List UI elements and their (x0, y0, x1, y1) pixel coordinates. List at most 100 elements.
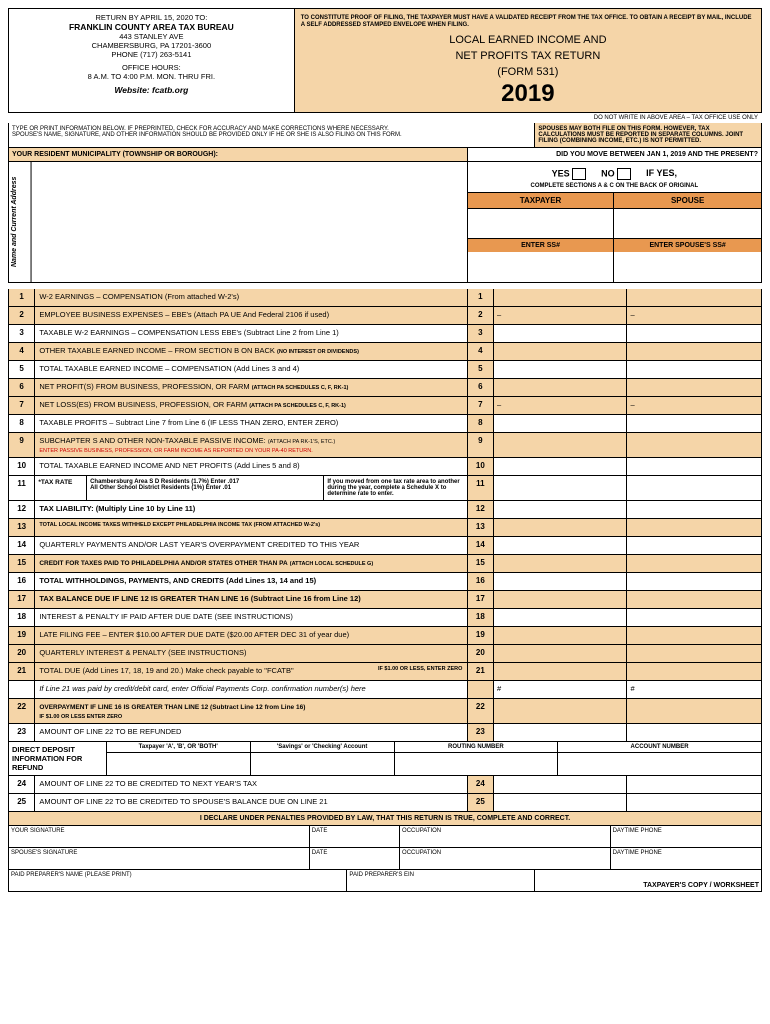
conf-sp[interactable]: # (627, 681, 760, 698)
date-2[interactable]: DATE (310, 848, 400, 869)
line-23-tp[interactable] (494, 724, 627, 741)
line-12-tp[interactable] (494, 501, 627, 518)
line-17-tp[interactable] (494, 591, 627, 608)
line-14-sp[interactable] (627, 537, 760, 554)
line-10-sp[interactable] (627, 458, 760, 475)
line-22-desc: OVERPAYMENT IF LINE 16 IS GREATER THAN L… (35, 699, 467, 723)
line-12: 12TAX LIABILITY: (Multiply Line 10 by Li… (8, 501, 762, 519)
hours: 8 A.M. TO 4:00 P.M. MON. THRU FRI. (13, 72, 290, 81)
line-12-sp[interactable] (627, 501, 760, 518)
preparer-ein[interactable]: PAID PREPARER'S EIN (347, 870, 535, 891)
line-5-sp[interactable] (627, 361, 760, 378)
line-1-tp[interactable] (494, 289, 627, 306)
muni-move-row: YOUR RESIDENT MUNICIPALITY (TOWNSHIP OR … (8, 148, 762, 162)
spouse-sig[interactable]: SPOUSE'S SIGNATURE (9, 848, 310, 869)
line-20-tp[interactable] (494, 645, 627, 662)
line-3-sp[interactable] (627, 325, 760, 342)
line-17-sp[interactable] (627, 591, 760, 608)
no-checkbox[interactable] (617, 168, 631, 180)
line-4-tp[interactable] (494, 343, 627, 360)
line-2-sp[interactable]: – (627, 307, 760, 324)
line-18-desc: INTEREST & PENALTY IF PAID AFTER DUE DAT… (35, 609, 467, 626)
address-box[interactable] (32, 162, 468, 282)
taxpayer-blank[interactable] (468, 209, 615, 238)
dd-header: Taxpayer 'A', 'B', OR 'BOTH' 'Savings' o… (107, 742, 761, 753)
line-11-tp[interactable] (494, 476, 627, 500)
line-18-sp[interactable] (627, 609, 760, 626)
line-15-sp[interactable] (627, 555, 760, 572)
date-1[interactable]: DATE (310, 826, 400, 847)
line-13-sp[interactable] (627, 519, 760, 536)
occupation-2[interactable]: OCCUPATION (400, 848, 611, 869)
address-label: Name and Current Address (9, 162, 32, 282)
form-container: RETURN BY APRIL 15, 2020 TO: FRANKLIN CO… (0, 0, 770, 900)
sig-row-1: YOUR SIGNATURE DATE OCCUPATION DAYTIME P… (8, 826, 762, 848)
line-16-sp[interactable] (627, 573, 760, 590)
line-14-tp[interactable] (494, 537, 627, 554)
line-25-sp[interactable] (627, 794, 760, 811)
line-10-tp[interactable] (494, 458, 627, 475)
line-12-desc: TAX LIABILITY: (Multiply Line 10 by Line… (35, 501, 467, 518)
line-17: 17TAX BALANCE DUE IF LINE 12 IS GREATER … (8, 591, 762, 609)
line-16-tp[interactable] (494, 573, 627, 590)
line-21: 21TOTAL DUE (Add Lines 17, 18, 19 and 20… (8, 663, 762, 681)
occupation-1[interactable]: OCCUPATION (400, 826, 611, 847)
dd-input-4[interactable] (558, 753, 761, 775)
line-21-sp[interactable] (627, 663, 760, 680)
line-3-tp[interactable] (494, 325, 627, 342)
line-2-tp[interactable]: – (494, 307, 627, 324)
line-11-sp[interactable] (627, 476, 760, 500)
line-7-desc: NET LOSS(ES) FROM BUSINESS, PROFESSION, … (35, 397, 467, 414)
line-8-tp[interactable] (494, 415, 627, 432)
line-5-tp[interactable] (494, 361, 627, 378)
dd-input-1[interactable] (107, 753, 251, 775)
line-8: 8TAXABLE PROFITS – Subtract Line 7 from … (8, 415, 762, 433)
dd-input-2[interactable] (251, 753, 395, 775)
line-20: 20QUARTERLY INTEREST & PENALTY (SEE INST… (8, 645, 762, 663)
line-25-tp[interactable] (494, 794, 627, 811)
line-14-desc: QUARTERLY PAYMENTS AND/OR LAST YEAR'S OV… (35, 537, 467, 554)
proof-text: TO CONSTITUTE PROOF OF FILING, THE TAXPA… (299, 13, 757, 30)
line-21-tp[interactable] (494, 663, 627, 680)
line-22-sp[interactable] (627, 699, 760, 723)
line-18-tp[interactable] (494, 609, 627, 626)
spouse-blank[interactable] (614, 209, 761, 238)
phone-2[interactable]: DAYTIME PHONE (611, 848, 761, 869)
line-15-tp[interactable] (494, 555, 627, 572)
conf-tp[interactable]: # (494, 681, 627, 698)
preparer-name[interactable]: PAID PREPARER'S NAME (PLEASE PRINT) (9, 870, 347, 891)
line-6-tp[interactable] (494, 379, 627, 396)
line-20-sp[interactable] (627, 645, 760, 662)
line-19-sp[interactable] (627, 627, 760, 644)
line-19-tp[interactable] (494, 627, 627, 644)
line-24-sp[interactable] (627, 776, 760, 793)
footer-row: PAID PREPARER'S NAME (PLEASE PRINT) PAID… (8, 870, 762, 892)
line-9-tp[interactable] (494, 433, 627, 457)
line-8-sp[interactable] (627, 415, 760, 432)
dd-input-row (107, 753, 761, 775)
line-7-sp[interactable]: – (627, 397, 760, 414)
dd-h3: ROUTING NUMBER (395, 742, 559, 752)
line-22-tp[interactable] (494, 699, 627, 723)
line-1-sp[interactable] (627, 289, 760, 306)
line-2: 2EMPLOYEE BUSINESS EXPENSES – EBE's (Att… (8, 307, 762, 325)
line-6-sp[interactable] (627, 379, 760, 396)
line-5-desc: TOTAL TAXABLE EARNED INCOME – COMPENSATI… (35, 361, 467, 378)
line-7: 7NET LOSS(ES) FROM BUSINESS, PROFESSION,… (8, 397, 762, 415)
line-4-sp[interactable] (627, 343, 760, 360)
line-1-desc: W-2 EARNINGS – COMPENSATION (From attach… (35, 289, 467, 306)
form-year: 2019 (299, 80, 757, 108)
line-24-tp[interactable] (494, 776, 627, 793)
line-22: 22OVERPAYMENT IF LINE 16 IS GREATER THAN… (8, 699, 762, 724)
ss-input-taxpayer[interactable] (468, 252, 615, 282)
dd-input-3[interactable] (395, 753, 559, 775)
ss-blank-row (468, 209, 761, 239)
line-23-sp[interactable] (627, 724, 760, 741)
line-7-tp[interactable]: – (494, 397, 627, 414)
yes-checkbox[interactable] (572, 168, 586, 180)
your-sig[interactable]: YOUR SIGNATURE (9, 826, 310, 847)
line-9-sp[interactable] (627, 433, 760, 457)
phone-1[interactable]: DAYTIME PHONE (611, 826, 761, 847)
ss-input-spouse[interactable] (614, 252, 761, 282)
line-13-tp[interactable] (494, 519, 627, 536)
